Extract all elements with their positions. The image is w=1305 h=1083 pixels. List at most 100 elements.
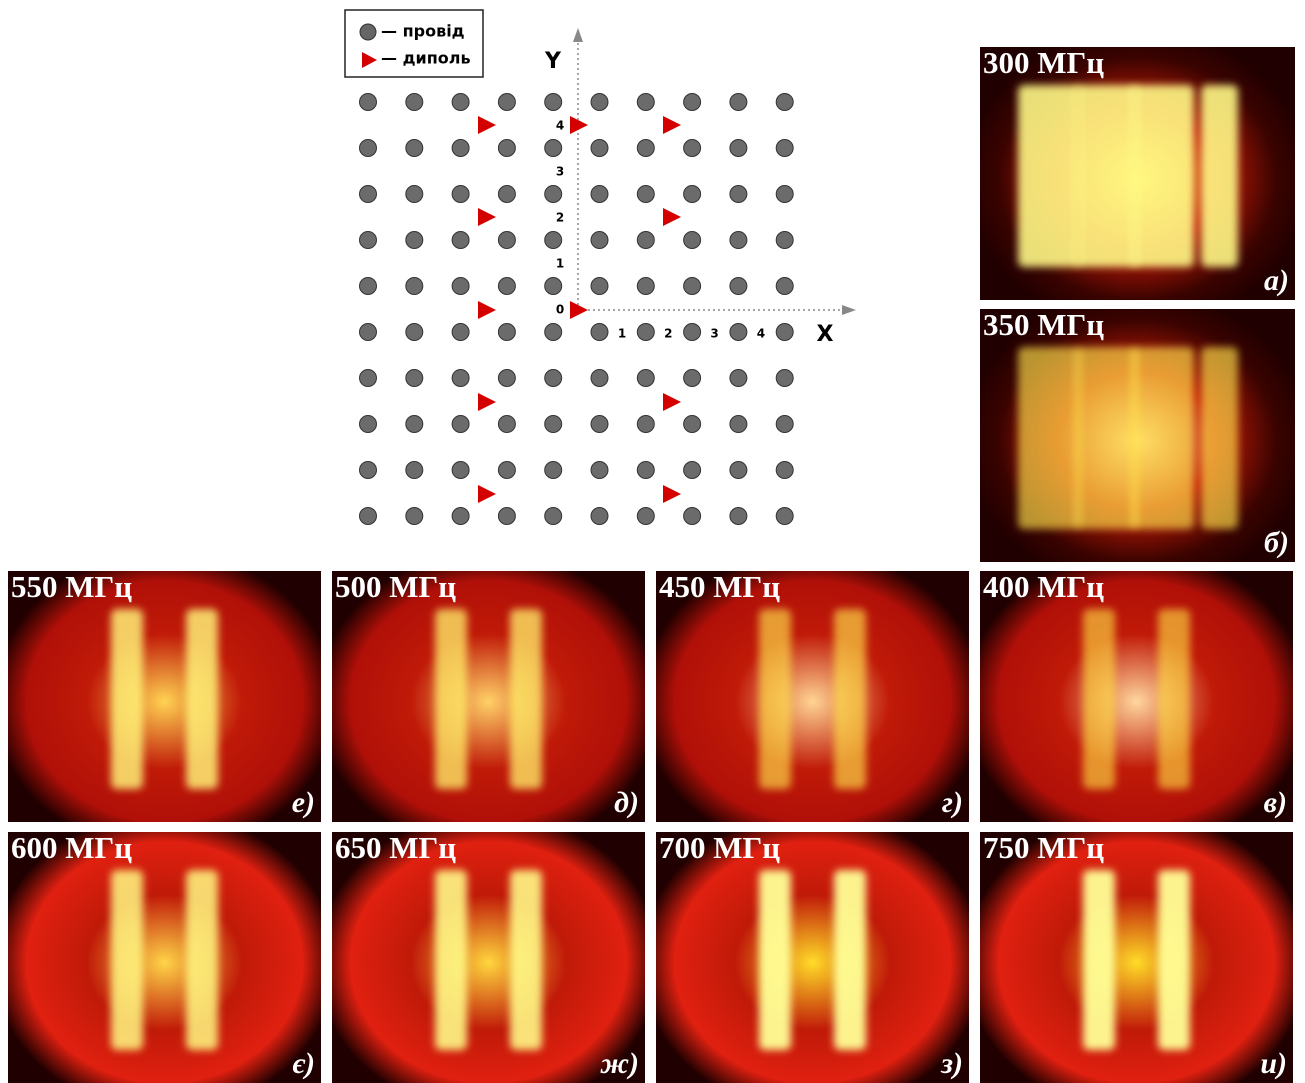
dipole [663,485,681,503]
wire [451,185,470,203]
field-hotspot [1200,346,1239,530]
wire [729,415,748,433]
field-hotspot [1017,346,1081,530]
wire [451,507,470,525]
legend-box [344,9,484,78]
wire [359,507,377,525]
field-hotspot [1074,84,1138,268]
wire [544,507,563,525]
wire [636,185,655,203]
field-hotspot [1017,84,1081,268]
wire [775,93,794,111]
wire [359,231,377,249]
wire [775,277,794,295]
panel-letter: в) [1263,786,1287,819]
wire [497,369,516,387]
y-tick-label: 1 [556,257,564,271]
wire [683,461,702,479]
wire [405,507,424,525]
field-hotspot [510,608,542,790]
wire [683,231,702,249]
dipole [478,208,496,226]
wire [359,369,377,387]
wire [359,323,377,341]
wire [775,139,794,157]
wire [497,231,516,249]
wire [497,323,516,341]
field-hotspot [111,608,143,790]
wire [683,507,702,525]
wire [497,507,516,525]
field-hotspot [1083,608,1115,790]
heatmap [8,571,321,822]
wire [590,185,609,203]
panel-letter: з) [941,1047,963,1080]
panel-letter: а) [1264,264,1289,297]
y-arrow [573,28,583,42]
wire [775,461,794,479]
dipole [570,301,588,319]
field-map: 650 МГц ж) [332,832,645,1083]
field-map: 550 МГц е) [8,571,321,822]
panel-letter: д) [614,786,639,819]
frequency-label: 400 МГц [983,571,1105,604]
field-hotspot [1158,608,1190,790]
wire [590,461,609,479]
wire [405,415,424,433]
field-map: 500 МГц д) [332,571,645,822]
array-diagram: — провід — диполь Y X 0 1 2 3 4 1 2 3 4 [344,9,856,525]
field-hotspot [435,869,467,1051]
heatmap [332,832,645,1083]
field-hotspot [1158,869,1190,1051]
wire [544,277,563,295]
heatmap [8,832,321,1083]
wire [590,507,609,525]
wire [775,369,794,387]
field-map: 450 МГц г) [656,571,969,822]
frequency-label: 450 МГц [659,571,781,604]
wire [405,185,424,203]
y-tick-label: 0 [556,303,564,317]
wire [451,139,470,157]
wire [544,461,563,479]
frequency-label: 300 МГц [983,47,1105,80]
wire [775,185,794,203]
wire [359,277,377,295]
wire [775,323,794,341]
wire [359,185,377,203]
wire [451,231,470,249]
dipole [478,116,496,134]
wire [729,369,748,387]
field-hotspot [1131,84,1195,268]
panel-letter: г) [941,786,963,819]
wire [359,461,377,479]
wire [405,231,424,249]
wire [451,277,470,295]
x-tick-label: 4 [757,327,765,341]
heatmap [656,571,969,822]
wire [683,185,702,203]
x-arrow [842,305,856,315]
field-hotspot [834,869,866,1051]
wire [590,277,609,295]
wire [451,323,470,341]
dipole [478,485,496,503]
panel-letter: б) [1264,526,1289,559]
wire [544,369,563,387]
dipole [663,208,681,226]
wire [359,415,377,433]
wire [683,323,702,341]
wire [451,93,470,111]
wire [590,369,609,387]
field-hotspot [1074,346,1138,530]
field-map: 300 МГц а) [980,47,1295,300]
panel-letter: є) [292,1047,315,1080]
x-tick-label: 1 [618,327,626,341]
wire [544,415,563,433]
wire [729,323,748,341]
field-hotspot [111,869,143,1051]
dipole [478,393,496,411]
wire [497,461,516,479]
heatmap [332,571,645,822]
wire [405,323,424,341]
